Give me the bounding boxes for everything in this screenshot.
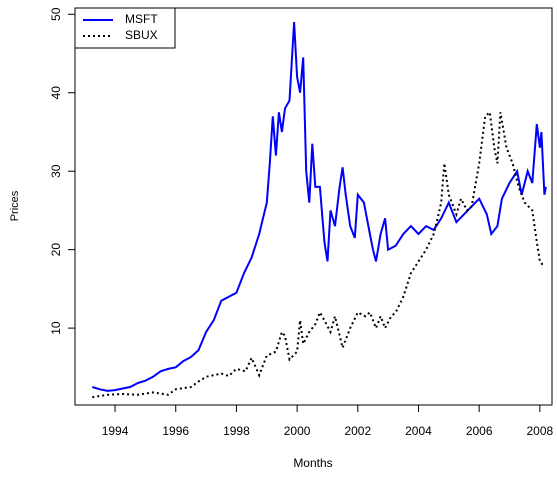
legend-label: SBUX (125, 28, 158, 42)
y-tick-label: 10 (49, 321, 63, 335)
y-tick-label: 20 (49, 243, 63, 257)
y-tick-label: 30 (49, 164, 63, 178)
series-line (92, 22, 547, 392)
x-tick-label: 1996 (162, 424, 189, 438)
x-tick-label: 2002 (344, 424, 371, 438)
x-tick-label: 1994 (102, 424, 129, 438)
series-line (92, 110, 546, 399)
legend-label: MSFT (125, 12, 158, 26)
legend-box (74, 7, 176, 49)
x-tick-label: 2000 (284, 424, 311, 438)
y-tick-label: 50 (49, 7, 63, 21)
x-axis-label: Months (293, 456, 332, 470)
x-tick-label: 2006 (466, 424, 493, 438)
x-tick-label: 2008 (527, 424, 554, 438)
y-tick-label: 40 (49, 86, 63, 100)
y-axis-label: Prices (9, 190, 21, 221)
x-tick-label: 1998 (223, 424, 250, 438)
x-tick-label: 2004 (405, 424, 432, 438)
plot-frame (74, 7, 553, 406)
